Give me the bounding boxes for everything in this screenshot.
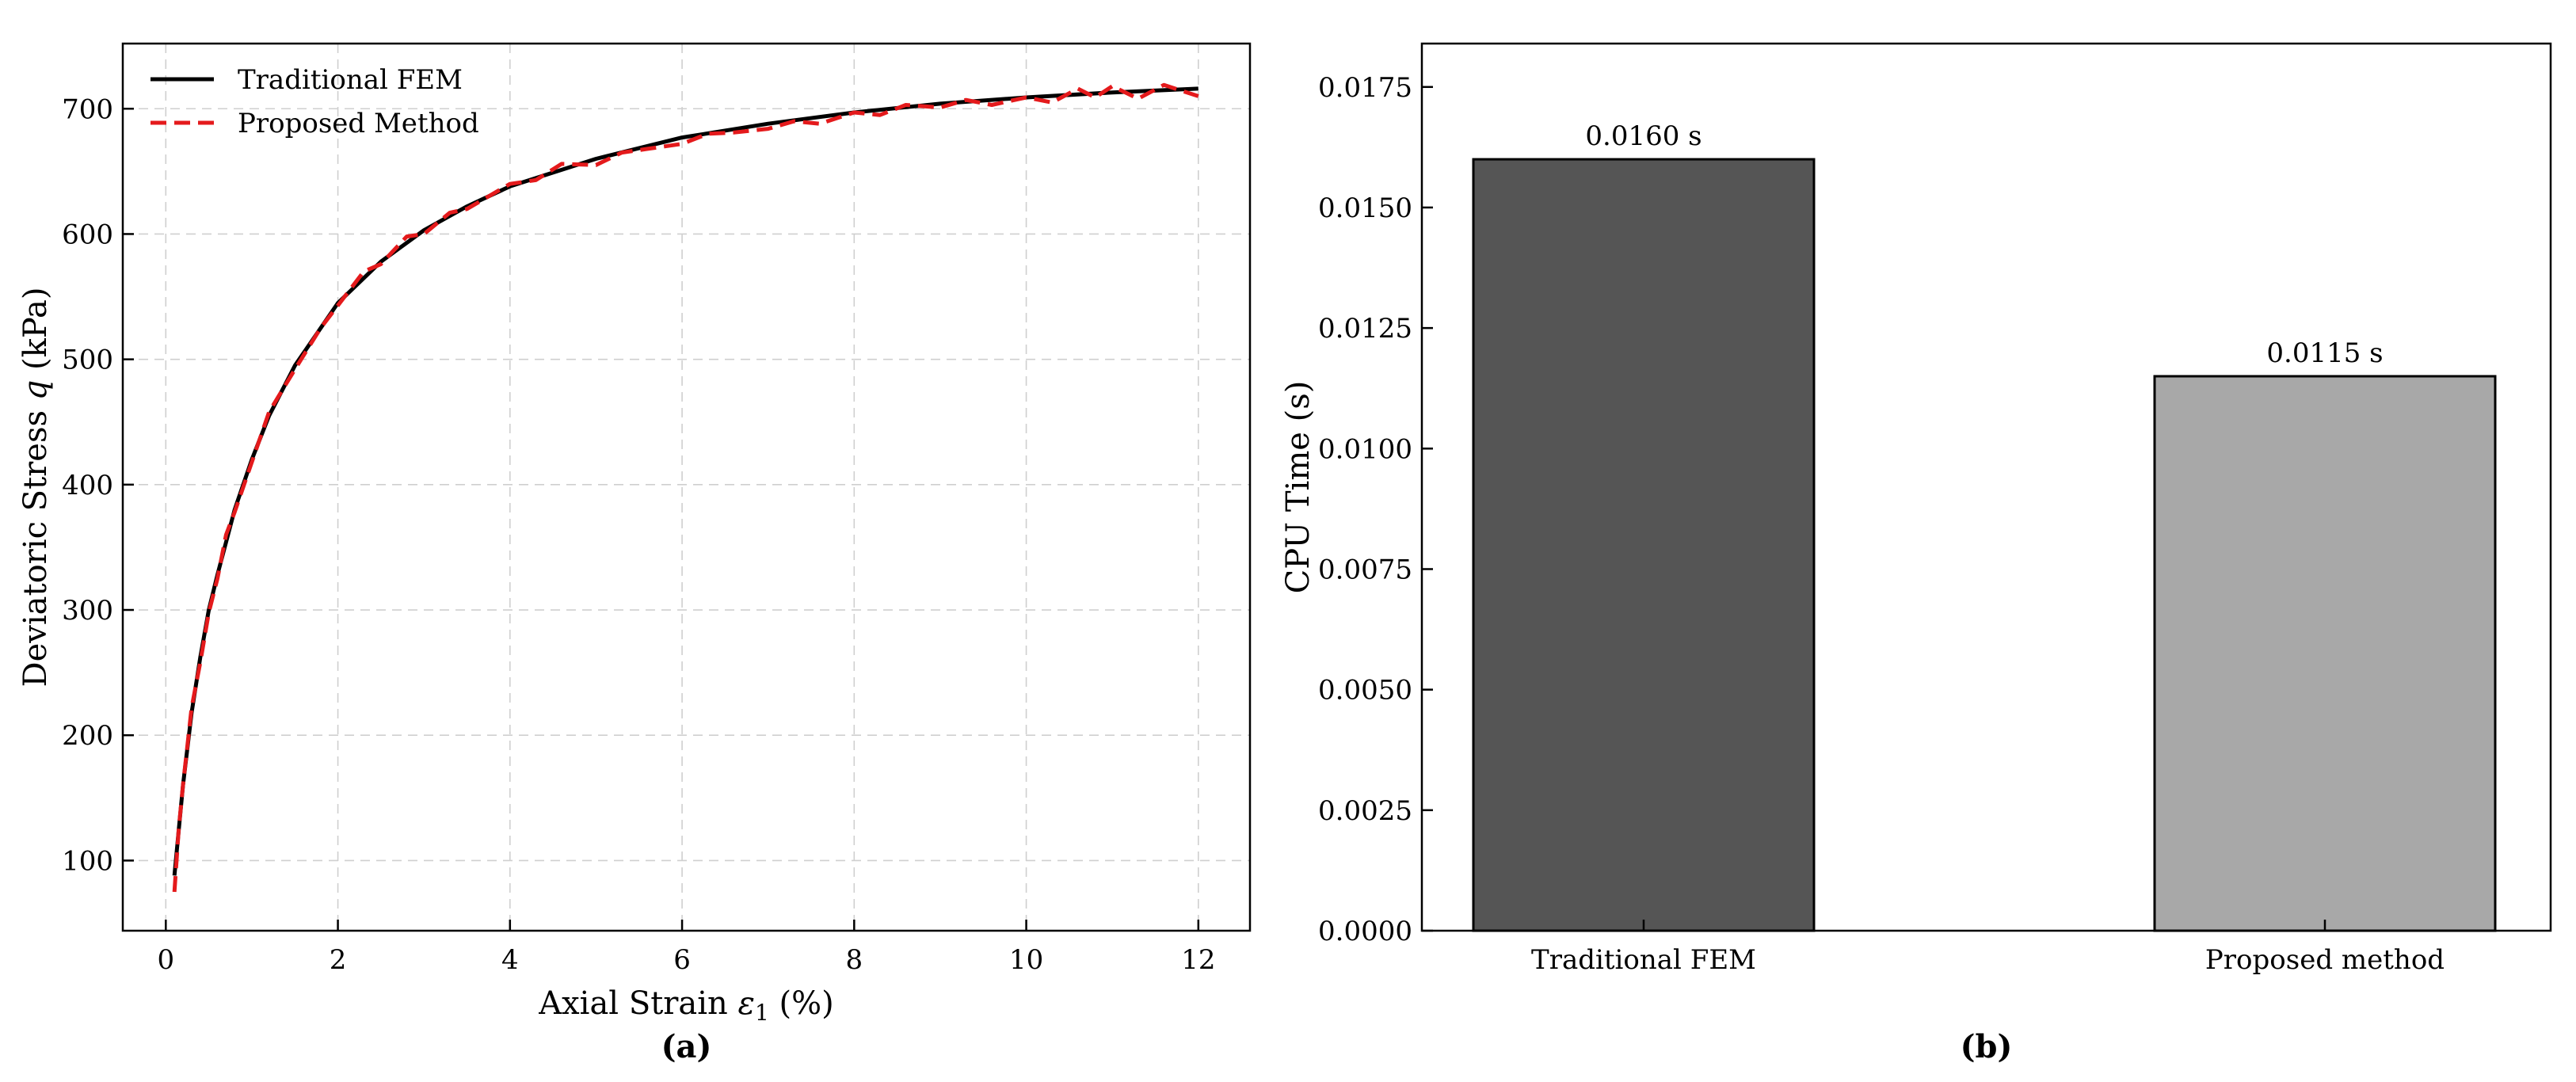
a-x-tick-label: 6 (673, 944, 691, 976)
a-gridlines (123, 44, 1250, 931)
a-y-tick-label: 500 (62, 345, 113, 376)
series-line-traditional-fem (172, 86, 1198, 876)
a-legend: Traditional FEM Proposed Method (151, 64, 479, 139)
b-y-tick-label: 0.0000 (1318, 916, 1412, 947)
panel-a-line-chart: 0 2 4 6 8 10 12 100 200 300 400 500 600 700 Axial Str… (17, 42, 1252, 1065)
a-y-tick-label: 600 (62, 219, 113, 250)
b-y-tick-label: 0.0025 (1318, 795, 1412, 827)
a-y-tick-label: 200 (62, 720, 113, 752)
legend-label-proposed-method: Proposed Method (238, 108, 479, 139)
a-x-axis-label: Axial Strain ε1 (%) (538, 985, 834, 1026)
a-x-tick-label: 4 (501, 944, 519, 976)
a-y-tick-label: 100 (62, 845, 113, 877)
b-ticks: 0.0000 0.0025 0.0050 0.0075 0.0100 0.0125 0.01… (1318, 72, 2445, 976)
b-y-axis-label: CPU Time (s) (1280, 381, 1317, 594)
a-y-tick-label: 700 (62, 93, 113, 125)
a-x-tick-label: 2 (330, 944, 347, 976)
a-x-tick-label: 8 (846, 944, 863, 976)
bar-traditional-fem (1472, 158, 1816, 932)
b-bars: 0.0160 s 0.0115 s (1472, 120, 2497, 932)
a-ticks: 0 2 4 6 8 10 12 100 200 300 400 500 600 700 (62, 93, 1215, 976)
a-x-tick-label: 12 (1181, 944, 1215, 976)
a-plot-frame (121, 42, 1252, 932)
a-y-tick-label: 300 (62, 595, 113, 627)
b-y-tick-label: 0.0050 (1318, 675, 1412, 707)
legend-label-traditional-fem: Traditional FEM (238, 64, 463, 96)
b-y-tick-label: 0.0175 (1318, 72, 1412, 104)
b-y-tick-label: 0.0075 (1318, 554, 1412, 585)
a-y-axis-label: Deviatoric Stress q (kPa) (17, 288, 54, 688)
a-x-tick-label: 0 (157, 944, 174, 976)
a-x-tick-label: 10 (1009, 944, 1043, 976)
bar-value-label: 0.0160 s (1585, 120, 1701, 152)
series-line-proposed-method (172, 82, 1199, 893)
panel-label-a: (a) (661, 1028, 712, 1065)
b-x-tick-label: Traditional FEM (1531, 944, 1756, 976)
b-x-tick-label: Proposed method (2205, 944, 2445, 976)
panel-b-bar-chart: 0.0160 s 0.0115 s 0.0000 0.0025 0.0050 0.007… (1280, 42, 2552, 1065)
b-y-tick-label: 0.0125 (1318, 313, 1412, 345)
panel-label-b: (b) (1961, 1028, 2013, 1065)
b-y-tick-label: 0.0100 (1318, 433, 1412, 465)
a-y-tick-label: 400 (62, 470, 113, 501)
a-series-lines (172, 82, 1199, 893)
bar-proposed-method (2153, 375, 2497, 932)
b-plot-frame (1420, 42, 2552, 932)
bar-value-label: 0.0115 s (2266, 337, 2383, 369)
b-y-tick-label: 0.0150 (1318, 192, 1412, 224)
